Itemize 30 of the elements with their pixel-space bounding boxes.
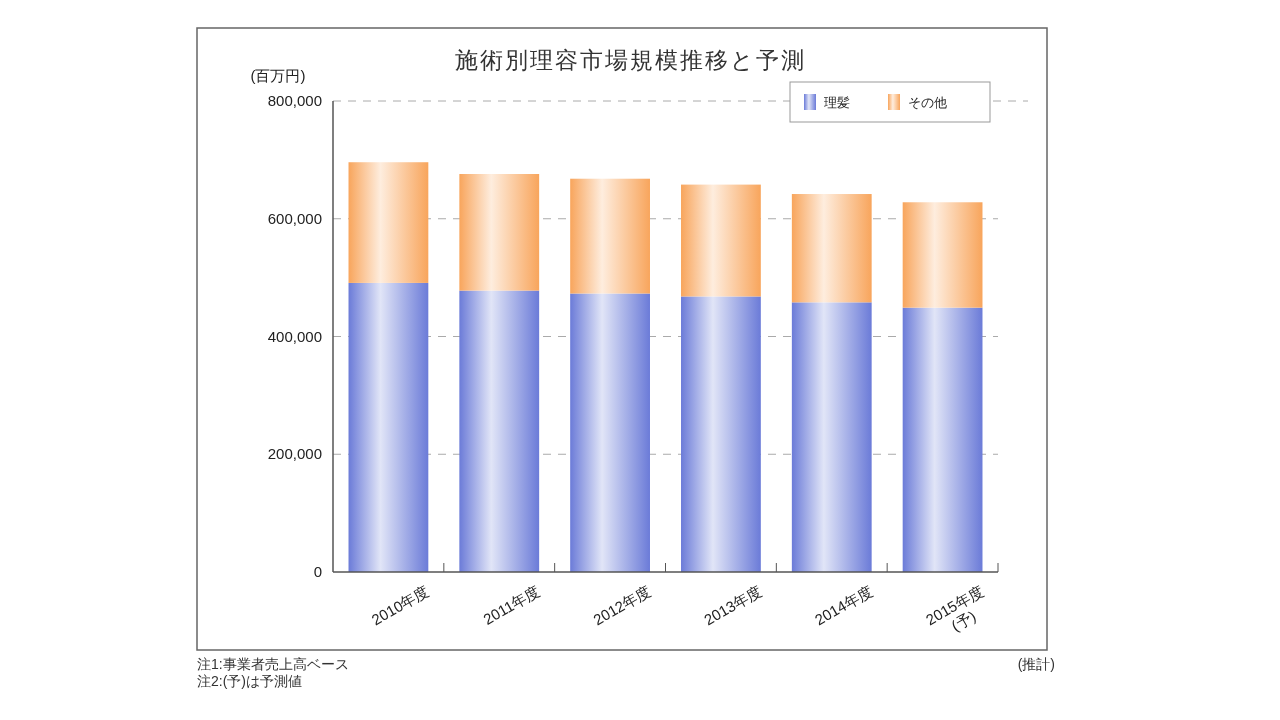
y-tick-label: 200,000	[267, 445, 322, 463]
x-tick-label: 2011年度	[480, 581, 543, 628]
bar	[459, 290, 540, 572]
text: 注1:事業者売上高ベース	[197, 656, 349, 672]
bar	[681, 296, 761, 572]
bar	[570, 293, 650, 572]
bar	[348, 282, 429, 572]
x-tick-label: 2015年度 (予)	[922, 581, 987, 635]
y-axis-title: (百万円)	[250, 67, 306, 84]
bar	[459, 174, 540, 291]
y-tick-label: 0	[313, 563, 322, 580]
text: 注2:(予)は予測値	[197, 673, 302, 689]
bar	[791, 302, 872, 572]
bar	[570, 178, 650, 294]
x-tick-label: 2014年度	[811, 581, 876, 629]
bar	[902, 202, 983, 308]
legend-label: その他	[908, 95, 947, 110]
x-tick-label: 2010年度	[368, 581, 432, 629]
bar	[348, 162, 429, 283]
text: (推計)	[1017, 656, 1055, 672]
y-tick-label: 400,000	[267, 327, 322, 345]
bar	[902, 307, 983, 572]
y-tick-label: 600,000	[267, 209, 322, 227]
bar	[681, 184, 761, 297]
bar	[791, 194, 872, 303]
legend-label: 理髪	[824, 95, 850, 110]
chart-title: 施術別理容市場規模推移と予測	[454, 47, 806, 73]
x-tick-label: 2013年度	[701, 581, 765, 629]
x-tick-label: 2012年度	[590, 581, 654, 629]
y-tick-label: 800,000	[267, 92, 322, 109]
